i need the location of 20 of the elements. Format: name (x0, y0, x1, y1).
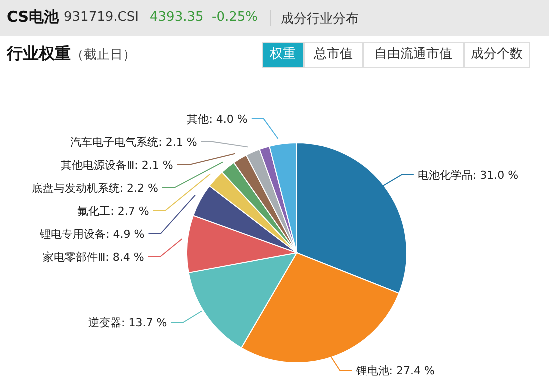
slice-label: 锂电专用设备: 4.9 % (39, 228, 145, 241)
text: 931719.CSI (64, 10, 139, 25)
text: 成分行业分布 (281, 11, 359, 28)
slice-label: 底盘与发动机系统: 2.2 % (32, 182, 158, 195)
slice-label: 电池化学品: 31.0 % (418, 168, 519, 182)
text: CS电池 (7, 8, 60, 27)
text: 4393.35 (150, 10, 204, 25)
slice-label: 家电零部件Ⅲ: 8.4 % (43, 250, 144, 264)
chart-subtitle: （截止日） (71, 48, 136, 63)
slice-label: 汽车电子电气系统: 2.1 % (70, 136, 198, 149)
slice-label: 锂电池: 27.4 % (355, 364, 435, 378)
text: -0.25% (212, 10, 258, 25)
text: 权重 (262, 42, 304, 68)
slice-label: 氟化工: 2.7 % (78, 204, 150, 218)
text: 自由流通市值 (363, 42, 464, 68)
text: 总市值 (304, 42, 363, 68)
text: 成分个数 (464, 42, 530, 68)
slice-label: 其他电源设备Ⅲ: 2.1 % (61, 158, 174, 172)
slice-label: 逆变器: 13.7 % (88, 316, 168, 330)
slice-label: 其他: 4.0 % (187, 112, 248, 126)
